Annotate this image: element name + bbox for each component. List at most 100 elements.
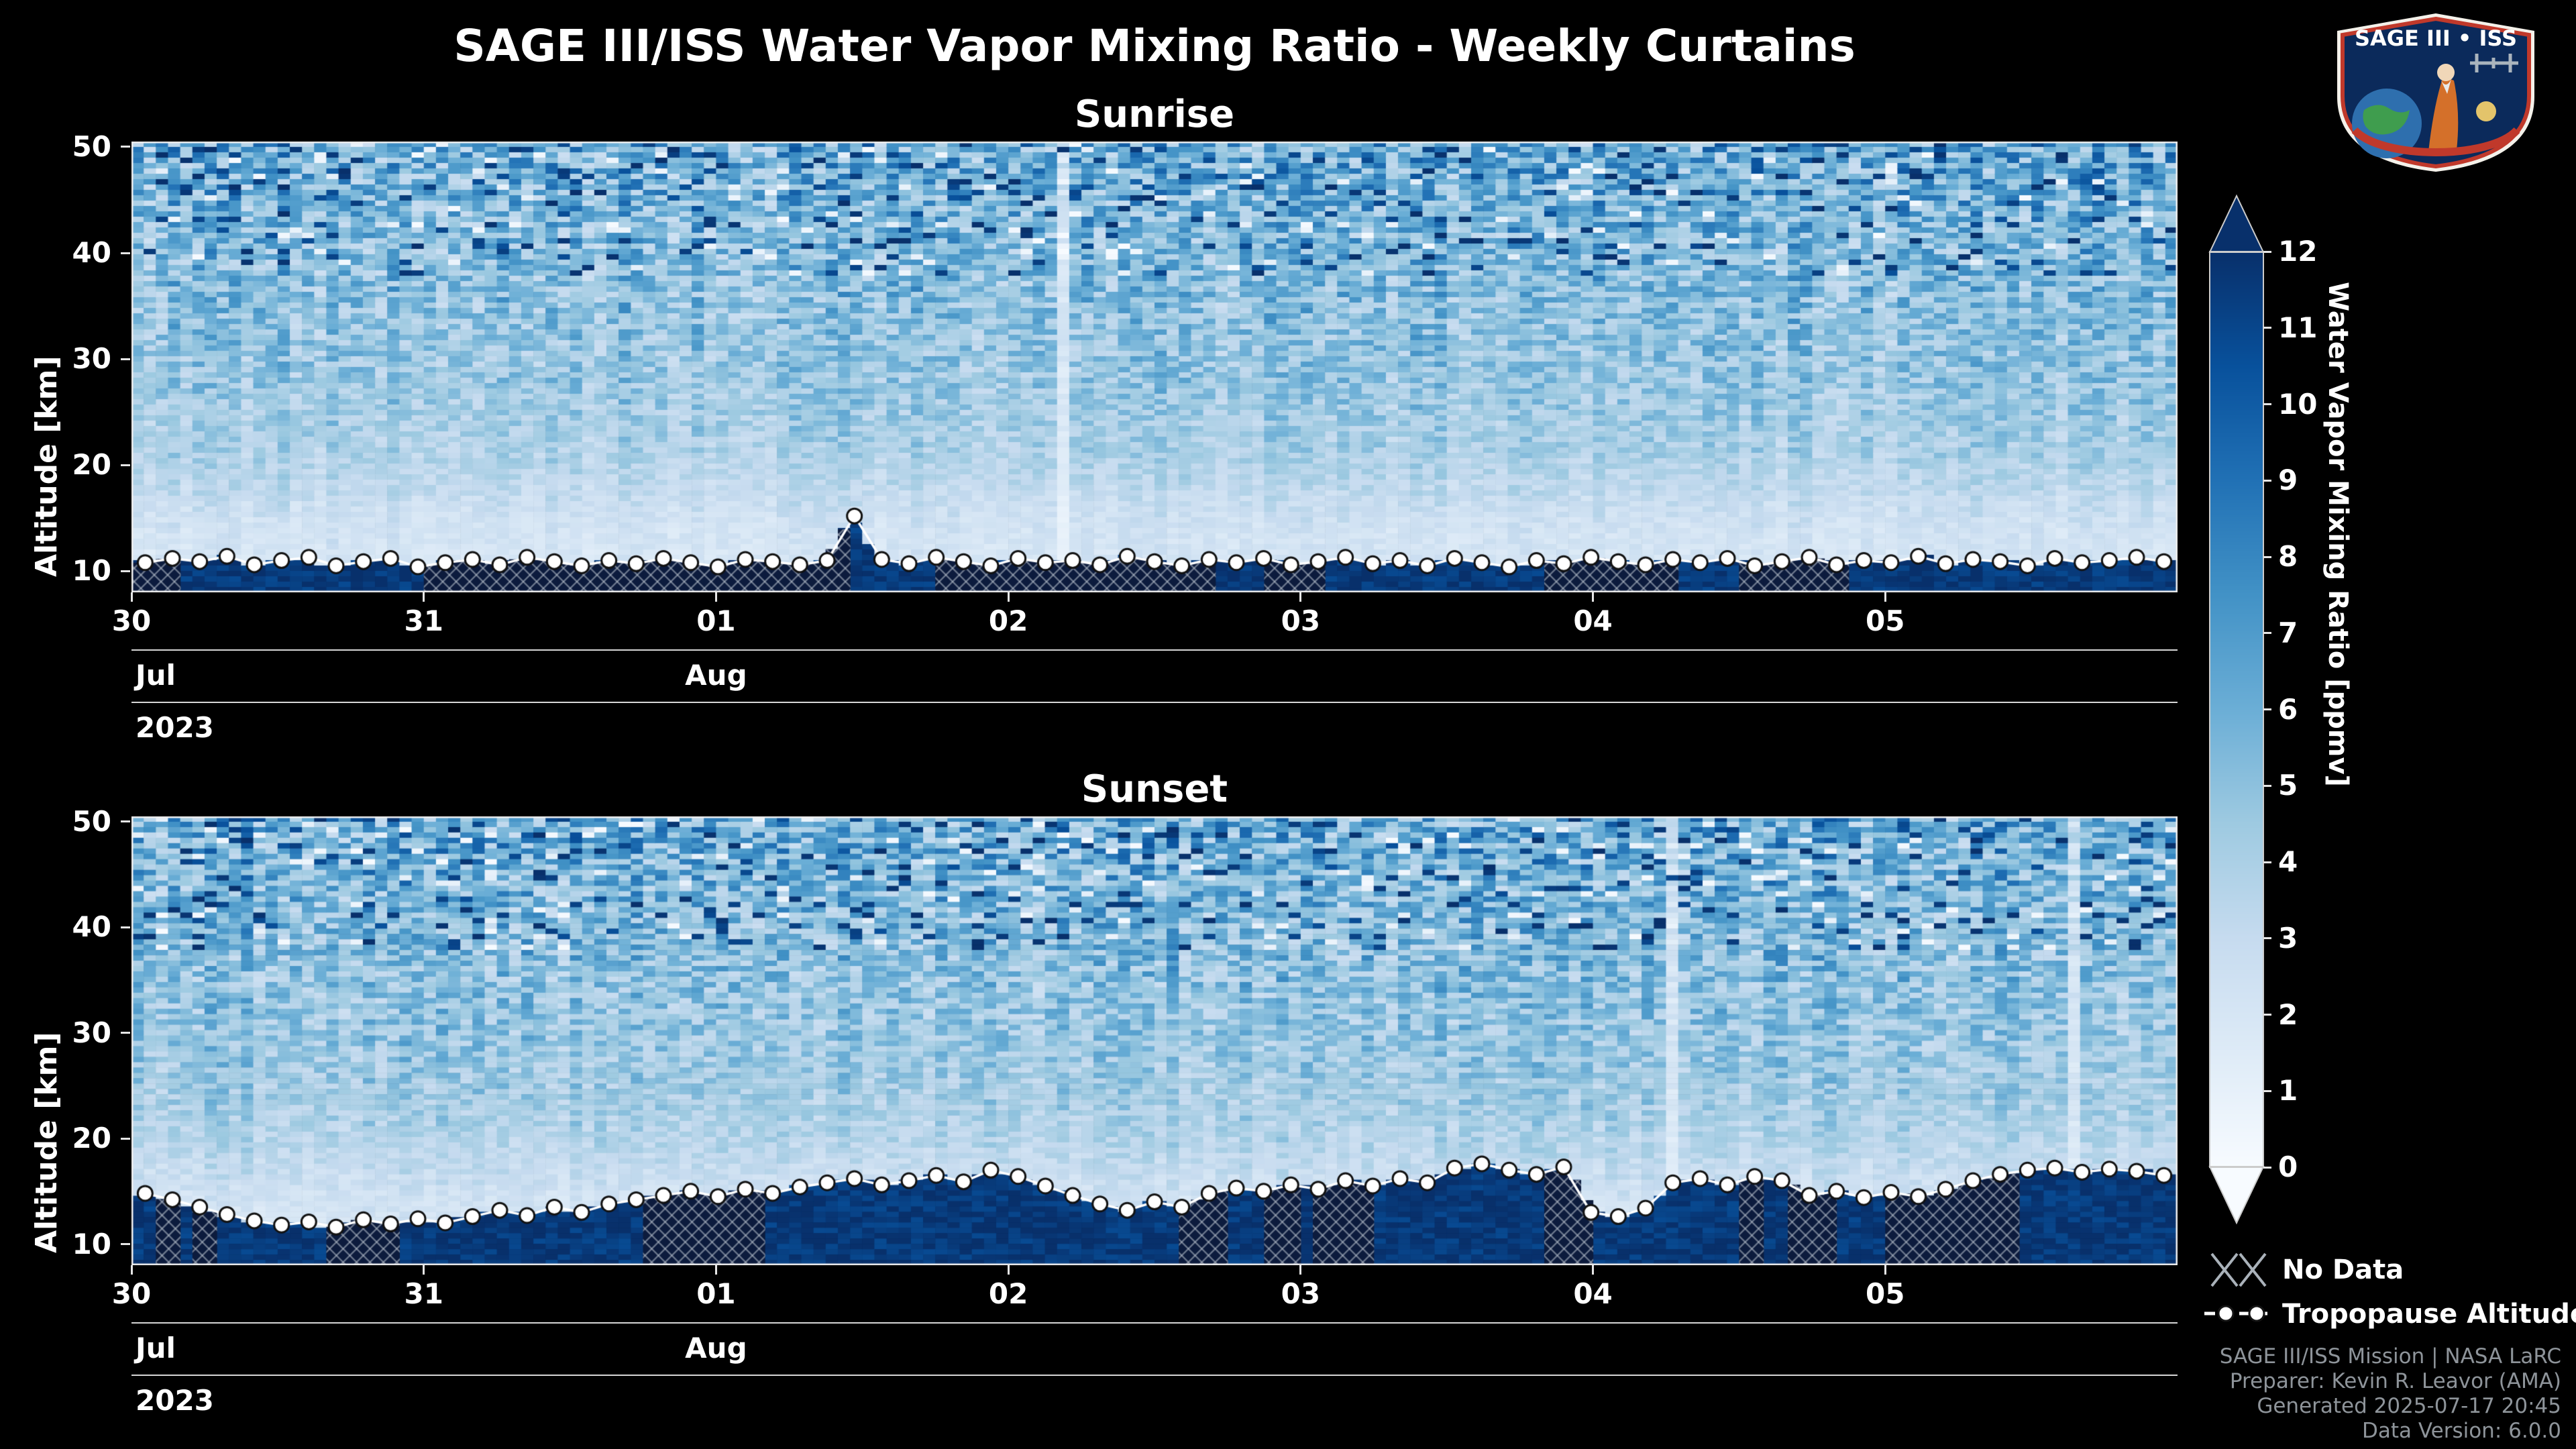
x-tick-label: 30 <box>111 1277 152 1310</box>
footer-version-line: Data Version: 6.0.0 <box>2361 1419 2561 1443</box>
logo-title: SAGE III • ISS <box>2355 25 2517 51</box>
logo-figure-beard <box>2440 79 2451 94</box>
y-tick-label: 40 <box>72 910 111 944</box>
y-tick-label: 10 <box>72 1227 111 1260</box>
colorbar-tick-mark <box>2263 632 2271 635</box>
colorbar-tick-mark <box>2263 937 2271 940</box>
colorbar <box>2210 252 2263 1167</box>
month-separator-line <box>131 649 2178 651</box>
x-tick-mark <box>714 1265 717 1275</box>
x-tick-label: 01 <box>696 1277 736 1310</box>
colorbar-tick-label: 10 <box>2278 387 2318 421</box>
x-tick-label: 01 <box>696 604 736 637</box>
panel-title-sunset: Sunset <box>1081 767 1228 811</box>
y-tick-mark <box>121 464 130 466</box>
x-tick-mark <box>1592 592 1595 602</box>
colorbar-tick-mark <box>2263 1014 2271 1016</box>
y-tick-label: 20 <box>72 448 111 482</box>
panel-title-sunrise: Sunrise <box>1074 93 1235 136</box>
colorbar-tick-label: 0 <box>2278 1150 2298 1183</box>
y-tick-mark <box>121 1243 130 1246</box>
x-tick-mark <box>423 1265 425 1275</box>
colorbar-tick-label: 6 <box>2278 692 2298 726</box>
year-label: 2023 <box>136 711 214 744</box>
colorbar-tick-mark <box>2263 555 2271 558</box>
year-label: 2023 <box>136 1384 214 1417</box>
colorbar-tick-label: 5 <box>2278 769 2298 802</box>
colorbar-tick-mark <box>2263 784 2271 787</box>
x-tick-label: 03 <box>1281 1277 1321 1310</box>
colorbar-tick-mark <box>2263 403 2271 405</box>
year-separator-line <box>131 702 2178 703</box>
x-tick-mark <box>1007 592 1010 602</box>
x-tick-label: 02 <box>988 1277 1028 1310</box>
month-label: Jul <box>136 659 176 692</box>
x-tick-mark <box>1007 1265 1010 1275</box>
x-tick-label: 31 <box>404 1277 443 1310</box>
footer-credits: SAGE III/ISS Mission | NASA LaRC Prepare… <box>2220 1344 2561 1444</box>
colorbar-tick-label: 2 <box>2278 998 2298 1031</box>
colorbar-tick-label: 12 <box>2278 235 2318 268</box>
footer-preparer-line: Preparer: Kevin R. Leavor (AMA) <box>2229 1369 2561 1393</box>
logo-moon-icon <box>2476 101 2496 121</box>
x-tick-label: 03 <box>1281 604 1321 637</box>
footer-generated-line: Generated 2025-07-17 20:45 <box>2257 1394 2561 1418</box>
logo-banner <box>2351 127 2520 156</box>
colorbar-tick-label: 3 <box>2278 921 2298 955</box>
x-tick-label: 05 <box>1866 1277 1905 1310</box>
y-tick-mark <box>121 1032 130 1034</box>
hatch-lines <box>2210 1252 2267 1287</box>
colorbar-tick-label: 4 <box>2278 845 2298 878</box>
year-separator-line <box>131 1375 2178 1376</box>
colorbar-tick-label: 1 <box>2278 1074 2298 1108</box>
x-tick-mark <box>130 1265 133 1275</box>
y-tick-label: 40 <box>72 236 111 270</box>
y-tick-label: 30 <box>72 1016 111 1049</box>
y-tick-label: 10 <box>72 554 111 588</box>
colorbar-tick-mark <box>2263 708 2271 710</box>
month-label: Aug <box>685 1332 747 1364</box>
x-tick-mark <box>1884 1265 1886 1275</box>
colorbar-tick-label: 11 <box>2278 311 2318 344</box>
colorbar-tick-label: 9 <box>2278 464 2298 497</box>
x-tick-mark <box>1592 1265 1595 1275</box>
colorbar-tick-label: 7 <box>2278 616 2298 649</box>
x-tick-mark <box>1299 1265 1302 1275</box>
x-tick-label: 30 <box>111 604 152 637</box>
y-tick-label: 20 <box>72 1122 111 1155</box>
x-tick-mark <box>423 592 425 602</box>
y-tick-mark <box>121 570 130 572</box>
colorbar-label: Water Vapor Mixing Ratio [ppmv] <box>2322 282 2353 787</box>
tropopause-dot-sample <box>2217 1305 2235 1322</box>
heatmap-canvas-sunrise <box>131 142 2178 592</box>
logo-iss-icon <box>2470 54 2518 72</box>
colorbar-tick-mark <box>2263 1166 2271 1169</box>
x-tick-mark <box>1884 592 1886 602</box>
heatmap-canvas-sunset <box>131 816 2178 1265</box>
month-label: Jul <box>136 1332 176 1364</box>
y-tick-mark <box>121 820 130 823</box>
sage-iss-logo: SAGE III • ISS <box>2337 13 2534 172</box>
colorbar-tick-mark <box>2263 327 2271 329</box>
x-tick-label: 04 <box>1573 1277 1613 1310</box>
month-separator-line <box>131 1322 2178 1324</box>
y-tick-label: 30 <box>72 342 111 376</box>
tropopause-dot-sample <box>2248 1305 2265 1322</box>
colorbar-tick-label: 8 <box>2278 540 2298 573</box>
y-tick-mark <box>121 1137 130 1140</box>
x-tick-label: 02 <box>988 604 1028 637</box>
x-tick-mark <box>1299 592 1302 602</box>
x-tick-mark <box>714 592 717 602</box>
logo-earth-land <box>2363 105 2410 135</box>
y-tick-mark <box>121 926 130 928</box>
colorbar-tick-mark <box>2263 1089 2271 1092</box>
y-tick-mark <box>121 358 130 360</box>
legend-tropopause-label: Tropopause Altitude <box>2282 1299 2576 1330</box>
colorbar-tick-mark <box>2263 479 2271 482</box>
page-title: SAGE III/ISS Water Vapor Mixing Ratio - … <box>453 20 1856 72</box>
colorbar-tick-mark <box>2263 250 2271 253</box>
x-tick-label: 04 <box>1573 604 1613 637</box>
footer-mission-line: SAGE III/ISS Mission | NASA LaRC <box>2219 1344 2561 1368</box>
x-tick-mark <box>130 592 133 602</box>
